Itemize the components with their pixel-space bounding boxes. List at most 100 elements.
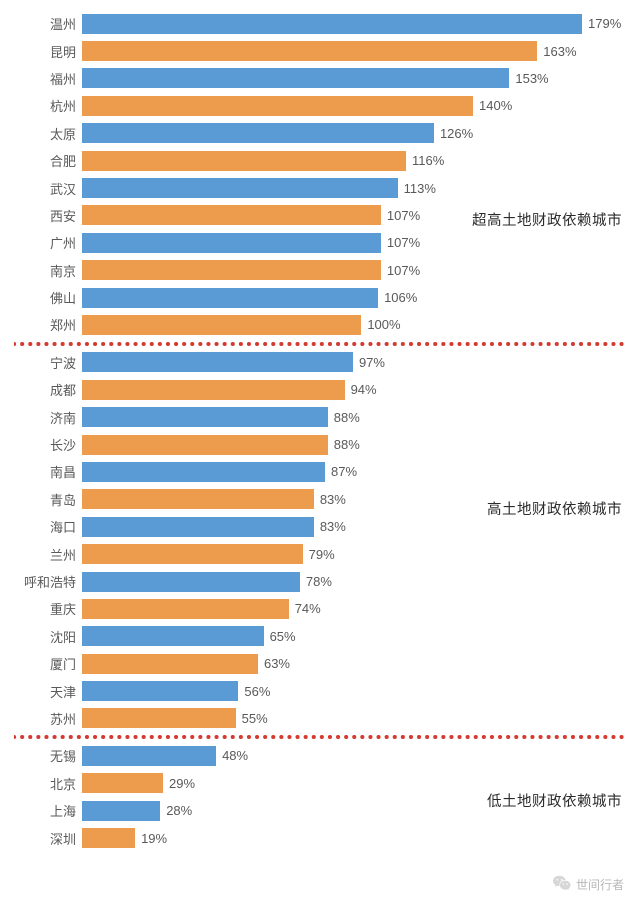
value-label: 106% — [384, 290, 417, 305]
value-label: 107% — [387, 208, 420, 223]
chart-row: 沈阳 65% — [14, 623, 626, 650]
bar — [82, 233, 381, 253]
city-label: 昆明 — [14, 42, 82, 61]
bar — [82, 626, 264, 646]
bar — [82, 828, 135, 848]
city-label: 郑州 — [14, 315, 82, 334]
city-label: 兰州 — [14, 545, 82, 564]
city-label: 天津 — [14, 682, 82, 701]
bar-area: 87% — [82, 458, 626, 485]
chart-row: 天津56% — [14, 677, 626, 704]
bar-area: 97% — [82, 349, 626, 376]
bar-area: 107% — [82, 257, 626, 284]
value-label: 55% — [242, 711, 268, 726]
value-label: 83% — [320, 492, 346, 507]
group-label: 超高土地财政依赖城市 — [470, 208, 624, 231]
chart-row: 南昌87% — [14, 458, 626, 485]
city-label: 呼和浩特 — [14, 572, 82, 591]
city-label: 合肥 — [14, 151, 82, 170]
city-label: 济南 — [14, 408, 82, 427]
chart-row: 成都 94% — [14, 376, 626, 403]
chart-section: 温州 179% 昆明 163% 福州153%杭州140%太原126% 合肥 116% 武汉11… — [14, 10, 626, 339]
bar-area: 19% — [82, 824, 626, 851]
bar — [82, 599, 289, 619]
value-label: 100% — [367, 317, 400, 332]
chart-row: 武汉113% — [14, 174, 626, 201]
chart-row: 昆明 163% — [14, 37, 626, 64]
bar — [82, 178, 398, 198]
bar-area: 88% — [82, 431, 626, 458]
value-label: 116% — [412, 153, 444, 168]
bar-area: 107% — [82, 229, 626, 256]
city-label: 广州 — [14, 233, 82, 252]
land-finance-dependence-chart: 温州 179% 昆明 163% 福州153%杭州140%太原126% 合肥 116% 武汉11… — [0, 0, 640, 862]
bar — [82, 746, 216, 766]
bar — [82, 151, 406, 171]
value-label: 88% — [334, 410, 360, 425]
city-label: 沈阳 — [14, 627, 82, 646]
city-label: 温州 — [14, 14, 82, 33]
value-label: 88% — [334, 437, 360, 452]
bar — [82, 489, 314, 509]
city-label: 成都 — [14, 380, 82, 399]
city-label: 海口 — [14, 517, 82, 536]
watermark-text: 世间行者 — [576, 876, 624, 893]
watermark: 世间行者 — [553, 875, 624, 893]
bar — [82, 462, 325, 482]
chart-row: 南京107% — [14, 257, 626, 284]
bar — [82, 435, 328, 455]
bar-area: 126% — [82, 120, 626, 147]
bar — [82, 352, 353, 372]
chart-row: 杭州140% — [14, 92, 626, 119]
city-label: 长沙 — [14, 435, 82, 454]
value-label: 87% — [331, 464, 357, 479]
value-label: 107% — [387, 235, 420, 250]
chart-row: 太原126% — [14, 120, 626, 147]
value-label: 163% — [543, 44, 576, 59]
bar — [82, 801, 160, 821]
bar-area: 113% — [82, 174, 626, 201]
chart-row: 苏州 55% — [14, 705, 626, 732]
chart-row: 呼和浩特 78% — [14, 568, 626, 595]
bar — [82, 41, 537, 61]
value-label: 140% — [479, 98, 512, 113]
chart-row: 无锡 48% — [14, 742, 626, 769]
chart-row: 长沙 88% — [14, 431, 626, 458]
bar-area: 116% — [82, 147, 626, 174]
city-label: 佛山 — [14, 288, 82, 307]
value-label: 83% — [320, 519, 346, 534]
bar — [82, 773, 163, 793]
value-label: 28% — [166, 803, 192, 818]
bar-area: 65% — [82, 623, 626, 650]
bar-area: 88% — [82, 403, 626, 430]
value-label: 107% — [387, 263, 420, 278]
value-label: 97% — [359, 355, 385, 370]
value-label: 48% — [222, 748, 248, 763]
value-label: 79% — [309, 547, 335, 562]
value-label: 94% — [351, 382, 377, 397]
bar-area: 94% — [82, 376, 626, 403]
chart-row: 深圳19% — [14, 824, 626, 851]
section-separator — [14, 735, 626, 739]
bar-area: 179% — [82, 10, 626, 37]
bar — [82, 407, 328, 427]
value-label: 153% — [515, 71, 548, 86]
chart-row: 重庆74% — [14, 595, 626, 622]
chart-row: 温州 179% — [14, 10, 626, 37]
city-label: 北京 — [14, 774, 82, 793]
city-label: 深圳 — [14, 829, 82, 848]
chart-section: 宁波97%成都94%济南88%长沙88%南昌87%青岛83%海口83%兰州79%… — [14, 349, 626, 732]
value-label: 65% — [270, 629, 296, 644]
city-label: 西安 — [14, 206, 82, 225]
value-label: 78% — [306, 574, 332, 589]
bar — [82, 205, 381, 225]
city-label: 无锡 — [14, 746, 82, 765]
bar — [82, 68, 509, 88]
chart-row: 兰州 79% — [14, 540, 626, 567]
city-label: 武汉 — [14, 179, 82, 198]
value-label: 179% — [588, 16, 621, 31]
value-label: 126% — [440, 126, 473, 141]
bar — [82, 315, 361, 335]
city-label: 苏州 — [14, 709, 82, 728]
chart-row: 福州153% — [14, 65, 626, 92]
